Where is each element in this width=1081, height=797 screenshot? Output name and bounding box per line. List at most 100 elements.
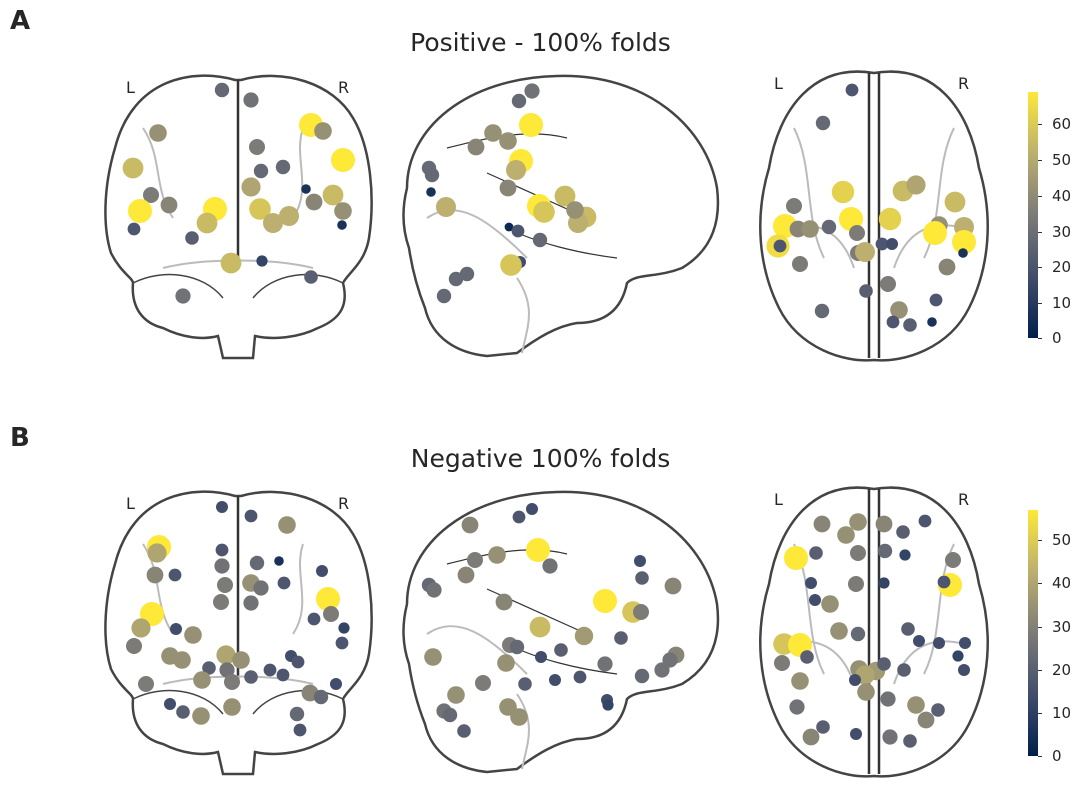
negative-node bbox=[146, 566, 164, 584]
negative-node bbox=[323, 606, 339, 622]
negative-node bbox=[223, 698, 241, 716]
positive-node bbox=[241, 177, 261, 197]
negative-node bbox=[216, 645, 236, 665]
negative-node bbox=[959, 637, 971, 649]
negative-node bbox=[176, 705, 190, 719]
positive-node bbox=[249, 198, 271, 220]
positive-node bbox=[875, 237, 889, 251]
negative-node bbox=[192, 707, 210, 725]
negative-node bbox=[219, 662, 235, 678]
positive-node bbox=[424, 167, 440, 183]
negative-node bbox=[634, 555, 646, 567]
negative-node bbox=[805, 577, 817, 589]
negative-node bbox=[526, 503, 538, 515]
negative-node bbox=[849, 674, 861, 686]
sagittal-outline bbox=[402, 74, 720, 358]
negative-node bbox=[335, 636, 349, 650]
axial-outline bbox=[759, 70, 989, 362]
negative-node bbox=[952, 650, 964, 662]
negative-node bbox=[897, 663, 911, 677]
positive-node bbox=[322, 184, 344, 206]
positive-node bbox=[484, 124, 502, 142]
negative-node bbox=[554, 643, 568, 657]
colorbar-tick-b-40 bbox=[1038, 583, 1042, 584]
positive-node bbox=[878, 207, 902, 231]
negative-node bbox=[173, 651, 191, 669]
negative-node bbox=[457, 724, 471, 738]
negative-node bbox=[878, 577, 890, 589]
negative-node bbox=[164, 698, 176, 710]
colorbar-tick-b-0 bbox=[1038, 756, 1042, 757]
negative-node bbox=[830, 622, 848, 640]
colorbar-tick-a-20 bbox=[1038, 267, 1042, 268]
negative-node bbox=[654, 662, 670, 678]
negative-node bbox=[945, 552, 961, 568]
positive-node bbox=[143, 187, 159, 203]
negative-node bbox=[253, 580, 269, 596]
negative-node bbox=[809, 546, 823, 560]
negative-node bbox=[224, 674, 240, 690]
colorbar-label-b-0: 0 bbox=[1052, 747, 1062, 765]
positive-node bbox=[301, 184, 311, 194]
negative-node bbox=[243, 595, 259, 611]
negative-node bbox=[913, 635, 925, 647]
positive-node bbox=[305, 193, 323, 211]
negative-node bbox=[307, 612, 321, 626]
positive-node bbox=[533, 201, 555, 223]
negative-node bbox=[213, 594, 229, 610]
negative-node bbox=[821, 595, 839, 613]
negative-node bbox=[937, 575, 951, 589]
negative-node bbox=[274, 556, 284, 566]
negative-node bbox=[293, 723, 307, 737]
negative-node bbox=[837, 526, 855, 544]
negative-node bbox=[593, 589, 617, 613]
positive-node bbox=[279, 206, 299, 226]
colorbar-label-b-50: 50 bbox=[1052, 531, 1072, 549]
positive-node bbox=[214, 82, 230, 98]
positive-node bbox=[944, 191, 966, 213]
negative-node bbox=[850, 728, 862, 740]
colorbar-label-a-50: 50 bbox=[1052, 151, 1072, 169]
axial-outline-b bbox=[759, 486, 989, 778]
negative-node bbox=[633, 604, 649, 620]
positive-node bbox=[815, 115, 831, 131]
positive-node bbox=[511, 224, 525, 238]
negative-node bbox=[918, 514, 932, 528]
negative-node bbox=[217, 577, 233, 593]
positive-node bbox=[249, 139, 265, 155]
colorbar-tick-b-10 bbox=[1038, 713, 1042, 714]
negative-node bbox=[784, 546, 808, 570]
negative-node bbox=[542, 558, 558, 574]
negative-node bbox=[933, 637, 945, 649]
positive-node bbox=[436, 288, 452, 304]
negative-node bbox=[880, 691, 896, 707]
colorbar-tick-a-10 bbox=[1038, 303, 1042, 304]
negative-node bbox=[170, 623, 182, 635]
colorbar-label-a-20: 20 bbox=[1052, 258, 1072, 276]
negative-node bbox=[535, 651, 547, 663]
negative-node bbox=[467, 552, 483, 568]
negative-node bbox=[215, 543, 229, 557]
negative-node bbox=[426, 582, 442, 598]
negative-node bbox=[877, 657, 891, 671]
negative-node bbox=[289, 706, 305, 722]
positive-node bbox=[929, 293, 943, 307]
negative-node bbox=[809, 594, 821, 606]
negative-node bbox=[549, 674, 561, 686]
colorbar-label-a-40: 40 bbox=[1052, 187, 1072, 205]
axial-right-label-b: R bbox=[958, 490, 970, 509]
axial-left-label: L bbox=[774, 74, 783, 93]
negative-node bbox=[802, 728, 820, 746]
negative-node bbox=[512, 510, 526, 524]
negative-node bbox=[614, 631, 628, 645]
negative-node bbox=[857, 683, 875, 701]
negative-node bbox=[263, 663, 277, 677]
negative-node bbox=[457, 566, 475, 584]
negative-node bbox=[850, 626, 866, 642]
negative-node bbox=[338, 622, 350, 634]
axial-right-label: R bbox=[958, 74, 970, 93]
negative-node bbox=[424, 648, 442, 666]
negative-node bbox=[813, 515, 831, 533]
positive-node bbox=[880, 276, 896, 292]
